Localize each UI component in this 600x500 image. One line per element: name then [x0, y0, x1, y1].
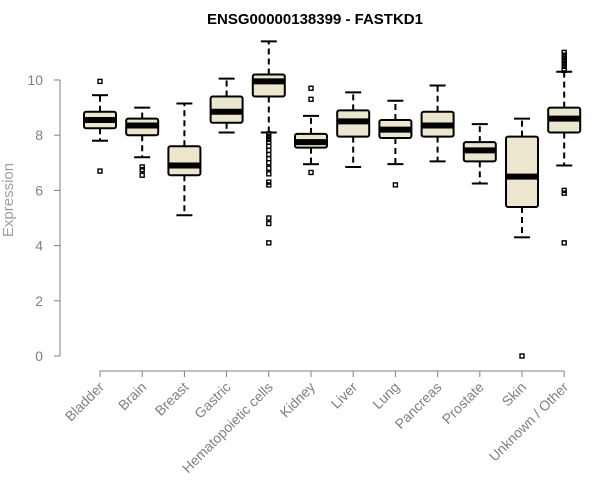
- box-group: [125, 106, 160, 178]
- outlier-point: [561, 67, 567, 74]
- x-tick-label: Brain: [115, 379, 149, 413]
- y-tick-label: 4: [35, 238, 43, 254]
- outlier-point: [561, 49, 567, 56]
- outlier-point: [519, 353, 525, 359]
- outlier-point: [266, 155, 272, 162]
- outlier-point: [561, 57, 567, 64]
- box-group: [505, 117, 539, 359]
- outlier-point: [266, 133, 272, 140]
- outlier-point: [266, 139, 272, 145]
- y-tick-label: 2: [35, 293, 43, 309]
- x-tick-label: Unknown / Other: [486, 379, 572, 465]
- box-group: [83, 78, 117, 174]
- box-group: [378, 99, 413, 188]
- x-tick-label: Pancreas: [392, 379, 445, 432]
- outlier-point: [561, 240, 567, 246]
- outlier-point: [561, 52, 567, 58]
- outlier-point: [392, 182, 399, 188]
- outlier-point: [561, 60, 567, 67]
- outlier-point: [266, 171, 272, 177]
- chart-title: ENSG00000138399 - FASTKD1: [207, 11, 423, 28]
- outlier-point: [97, 168, 103, 174]
- y-axis: 0 2 4 6 8 10: [27, 72, 61, 364]
- box: [167, 145, 202, 177]
- outlier-point: [561, 190, 567, 196]
- outlier-point: [266, 136, 272, 143]
- box-group: [420, 84, 455, 163]
- box: [251, 73, 286, 98]
- box-group: [336, 91, 371, 168]
- box-group: [294, 85, 328, 176]
- x-tick-label: Liver: [328, 379, 361, 412]
- outlier-point: [266, 165, 272, 172]
- y-tick-label: 8: [35, 127, 43, 143]
- outlier-point: [266, 143, 272, 149]
- outlier-point: [139, 166, 145, 173]
- box-group: [167, 102, 202, 217]
- outlier-point: [308, 169, 314, 176]
- outlier-point: [266, 147, 272, 154]
- outlier-point: [266, 179, 272, 185]
- outlier-point: [266, 182, 272, 188]
- x-tick-label: Skin: [499, 379, 530, 410]
- outlier-point: [139, 164, 145, 170]
- y-axis-label: Expression: [0, 163, 17, 237]
- outlier-point: [266, 131, 272, 137]
- x-tick-label: Prostate: [439, 379, 487, 427]
- outlier-point: [266, 220, 272, 227]
- y-tick-label: 6: [35, 182, 43, 198]
- x-tick-label: Lung: [369, 379, 402, 412]
- x-tick-label: Breast: [152, 379, 192, 419]
- x-tick-label: Kidney: [277, 379, 319, 421]
- outlier-point: [561, 55, 567, 61]
- box: [505, 135, 539, 208]
- outlier-point: [308, 85, 314, 91]
- box-group: [251, 40, 286, 246]
- box-group: [209, 77, 244, 134]
- outlier-point: [266, 160, 272, 166]
- outlier-point: [266, 240, 272, 246]
- x-tick-label: Bladder: [62, 379, 108, 425]
- outlier-point: [266, 151, 272, 158]
- box-group: [547, 49, 582, 246]
- plot-area: [83, 40, 582, 359]
- outlier-point: [308, 96, 314, 103]
- outlier-point: [139, 172, 145, 178]
- outlier-point: [266, 215, 272, 221]
- y-tick-label: 10: [27, 72, 43, 88]
- outlier-point: [561, 187, 567, 194]
- outlier-point: [97, 78, 103, 85]
- y-tick-label: 0: [35, 348, 43, 364]
- box-group: [462, 123, 497, 185]
